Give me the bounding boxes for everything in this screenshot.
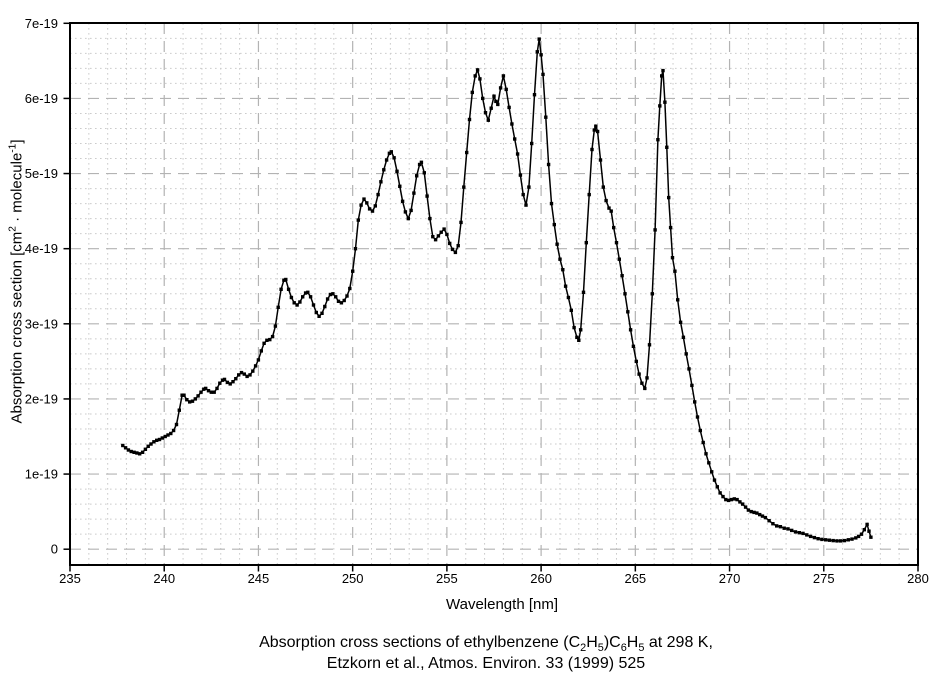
y-tick-label: 5e-19 (25, 166, 58, 181)
x-tick-label: 275 (813, 571, 835, 586)
x-tick-label: 255 (436, 571, 458, 586)
y-tick-label: 2e-19 (25, 391, 58, 406)
y-tick-label: 1e-19 (25, 467, 58, 482)
major-gridlines (70, 23, 918, 565)
x-tick-label: 240 (153, 571, 175, 586)
caption-line-1: Absorption cross sections of ethylbenzen… (259, 634, 713, 655)
y-tick-label: 4e-19 (25, 241, 58, 256)
spectrum-curve (121, 37, 873, 543)
y-tick-label: 7e-19 (25, 16, 58, 31)
x-tick-label: 270 (719, 571, 741, 586)
curve-line (122, 38, 872, 542)
x-tick-label: 250 (342, 571, 364, 586)
y-tick-label: 0 (51, 542, 58, 557)
x-tick-label: 235 (59, 571, 81, 586)
x-tick-label: 280 (907, 571, 929, 586)
plot-frame (69, 22, 919, 566)
x-tick-label: 265 (624, 571, 646, 586)
y-tick-label: 3e-19 (25, 316, 58, 331)
curve-markers (121, 37, 873, 543)
minor-gridlines (70, 23, 918, 565)
x-axis-title: Wavelength [nm] (446, 596, 558, 613)
axis-ticks (63, 22, 919, 572)
x-tick-label: 260 (530, 571, 552, 586)
x-tick-label: 245 (248, 571, 270, 586)
y-axis-title: Absorption cross section [cm2 · molecule… (7, 139, 26, 424)
y-tick-label: 6e-19 (25, 91, 58, 106)
caption-line-2: Etzkorn et al., Atmos. Environ. 33 (1999… (326, 655, 646, 672)
figure-caption: Absorption cross sections of ethylbenzen… (66, 632, 906, 674)
spectrum-plot: 235 240 245 250 255 260 265 270 275 280 0 1e-19 2e-1… (25, 16, 929, 586)
axis-tick-labels: 235 240 245 250 255 260 265 270 275 280 0 1e-19 2e-1… (25, 16, 929, 586)
